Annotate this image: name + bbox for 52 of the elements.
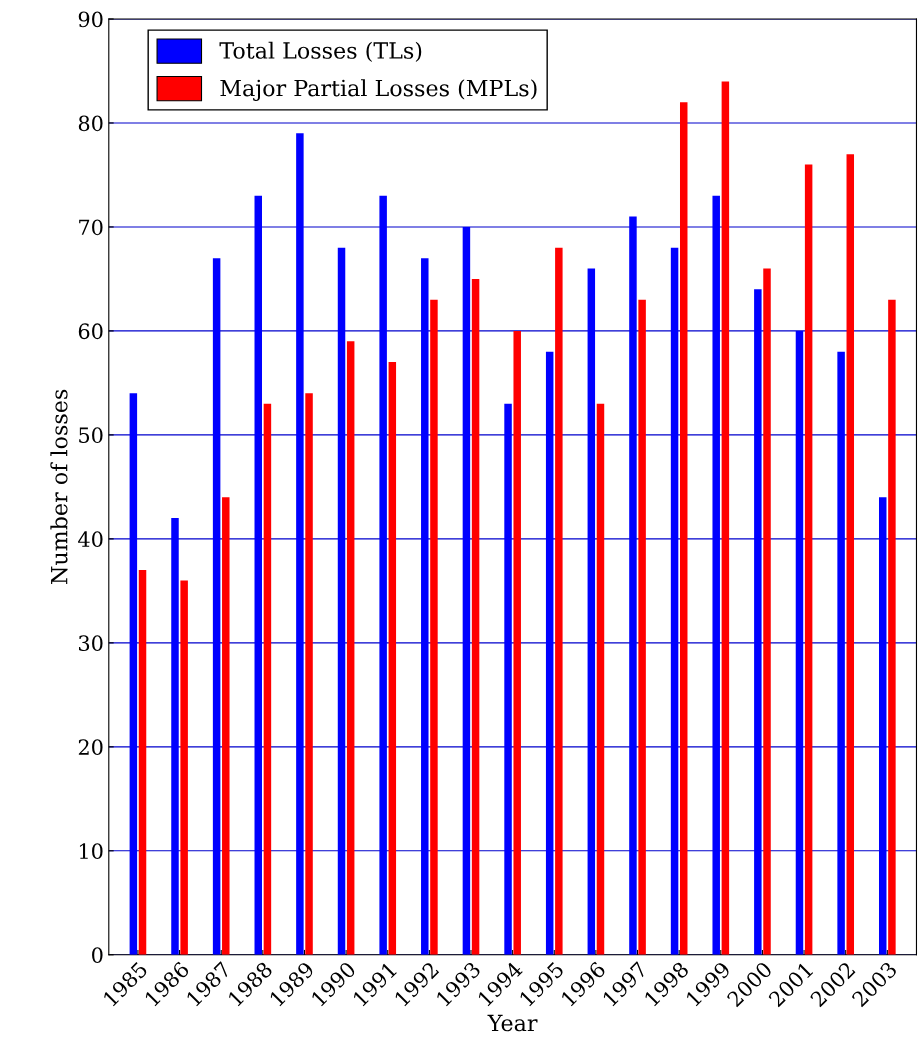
bar (180, 580, 188, 955)
bar (846, 154, 855, 955)
y-tick-label: 40 (78, 531, 103, 548)
y-tick-label: 90 (78, 11, 103, 28)
bar (795, 330, 804, 955)
bar (879, 497, 887, 955)
bar (754, 289, 762, 955)
bar (629, 216, 637, 955)
bar (462, 226, 471, 955)
bar (296, 133, 304, 955)
y-tick-label: 80 (78, 115, 103, 132)
bar (670, 247, 679, 955)
bar (888, 299, 896, 955)
bar (346, 341, 355, 955)
bar (129, 393, 138, 955)
legend-label: Total Losses (TLs) (219, 41, 422, 63)
bar (430, 299, 438, 955)
bar (712, 195, 720, 955)
y-tick-label: 60 (78, 323, 103, 340)
bar (804, 164, 813, 955)
bar (171, 518, 179, 955)
bar (555, 247, 563, 955)
y-tick-label: 50 (79, 427, 103, 444)
bar (254, 195, 262, 955)
bar (337, 247, 346, 955)
bar (305, 393, 313, 955)
bar (638, 299, 646, 955)
y-tick-label: 0 (92, 947, 103, 963)
bar (212, 258, 221, 955)
bar (587, 268, 596, 955)
bar (721, 81, 730, 955)
bar (388, 362, 397, 955)
y-tick-label: 20 (78, 739, 103, 756)
bar (379, 195, 387, 955)
bar (837, 351, 845, 955)
bar (504, 403, 512, 955)
bar (763, 268, 771, 955)
bar (679, 102, 688, 955)
bar (138, 570, 147, 955)
bar (545, 351, 554, 955)
bar (471, 278, 480, 955)
bar (263, 403, 272, 955)
bar (596, 403, 605, 955)
bar (513, 330, 521, 955)
bar (222, 497, 230, 955)
y-tick-label: 10 (79, 843, 103, 860)
y-axis-title: Number of losses (50, 389, 68, 584)
y-tick-label: 70 (79, 219, 103, 236)
y-tick-label: 30 (79, 635, 103, 652)
legend-label: Major Partial Losses (MPLs) (220, 79, 537, 102)
x-axis-title: Year (487, 1014, 538, 1032)
bar (421, 258, 429, 955)
